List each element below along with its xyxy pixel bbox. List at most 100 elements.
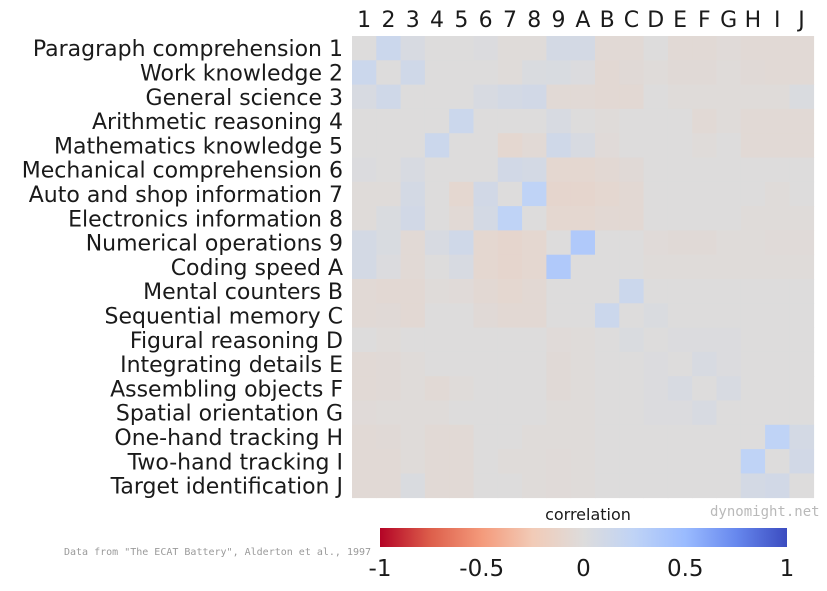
heatmap-cell-4-9 bbox=[546, 108, 572, 134]
heatmap-cell-6-B bbox=[595, 157, 620, 183]
heatmap-cell-3-E bbox=[667, 84, 693, 110]
heatmap-cell-6-I bbox=[765, 157, 790, 183]
row-label: Arithmetic reasoning 4 bbox=[92, 110, 343, 135]
heatmap-cell-C-6 bbox=[473, 303, 499, 328]
heatmap-cell-6-E bbox=[667, 157, 693, 183]
heatmap-cell-B-B bbox=[595, 279, 620, 304]
heatmap-cell-C-1 bbox=[352, 303, 377, 328]
heatmap-cell-D-H bbox=[740, 327, 766, 353]
heatmap-cell-E-C bbox=[619, 351, 644, 377]
heatmap-cell-J-C bbox=[619, 473, 644, 499]
heatmap-cell-7-8 bbox=[522, 181, 547, 207]
heatmap-cell-D-G bbox=[716, 327, 742, 353]
row-label: Sequential memory C bbox=[105, 304, 344, 329]
heatmap-cell-5-F bbox=[692, 133, 717, 158]
heatmap-cell-A-D bbox=[643, 254, 669, 280]
heatmap-cell-I-G bbox=[716, 449, 742, 474]
heatmap-cell-4-D bbox=[643, 108, 669, 134]
row-label: Electronics information 8 bbox=[68, 207, 343, 232]
column-label: 2 bbox=[381, 8, 395, 33]
colorbar-ticks: -1 -0.5 0 0.5 1 bbox=[369, 556, 795, 582]
heatmap-cell-H-H bbox=[740, 424, 766, 450]
column-label: 1 bbox=[357, 8, 371, 33]
heatmap-cell-3-7 bbox=[497, 84, 523, 110]
heatmap-cell-I-H bbox=[740, 449, 766, 474]
heatmap-cell-9-G bbox=[716, 230, 742, 256]
heatmap-cell-I-3 bbox=[400, 449, 426, 474]
heatmap-cell-8-5 bbox=[449, 206, 474, 231]
heatmap-cell-J-E bbox=[667, 473, 693, 499]
heatmap-cell-1-J bbox=[789, 36, 815, 61]
heatmap-cell-5-6 bbox=[473, 133, 499, 158]
heatmap-cell-5-E bbox=[667, 133, 693, 158]
row-label: Auto and shop information 7 bbox=[29, 183, 343, 208]
heatmap-cell-8-4 bbox=[424, 206, 450, 231]
heatmap-cell-E-G bbox=[716, 351, 742, 377]
heatmap-cell-7-E bbox=[667, 181, 693, 207]
colorbar-tick-label: -0.5 bbox=[459, 556, 504, 582]
heatmap-cell-B-6 bbox=[473, 279, 499, 304]
column-label: F bbox=[698, 8, 711, 33]
heatmap-cell-3-5 bbox=[449, 84, 474, 110]
source-note: Data from "The ECAT Battery", Alderton e… bbox=[64, 547, 371, 558]
heatmap-cell-E-3 bbox=[400, 351, 426, 377]
heatmap-cell-G-E bbox=[667, 400, 693, 426]
heatmap-cell-3-G bbox=[716, 84, 742, 110]
heatmap-cell-D-6 bbox=[473, 327, 499, 353]
column-label: G bbox=[720, 8, 737, 33]
heatmap-cell-A-E bbox=[667, 254, 693, 280]
heatmap-cell-5-1 bbox=[352, 133, 377, 158]
heatmap-cell-7-4 bbox=[424, 181, 450, 207]
heatmap-cell-H-B bbox=[595, 424, 620, 450]
heatmap-cell-H-6 bbox=[473, 424, 499, 450]
heatmap-cell-7-J bbox=[789, 181, 815, 207]
heatmap-cell-1-9 bbox=[546, 36, 572, 61]
heatmap-cell-J-8 bbox=[522, 473, 547, 499]
heatmap-cell-2-5 bbox=[449, 60, 474, 85]
heatmap-cell-H-F bbox=[692, 424, 717, 450]
heatmap-cell-6-J bbox=[789, 157, 815, 183]
heatmap-cell-6-C bbox=[619, 157, 644, 183]
heatmap-cell-A-5 bbox=[449, 254, 474, 280]
row-label: One-hand tracking H bbox=[114, 426, 343, 451]
heatmap-cell-F-9 bbox=[546, 376, 572, 401]
column-label: 6 bbox=[479, 8, 493, 33]
heatmap-cell-B-C bbox=[619, 279, 644, 304]
heatmap-cell-7-7 bbox=[497, 181, 523, 207]
heatmap-cell-2-4 bbox=[424, 60, 450, 85]
heatmap-cell-8-H bbox=[740, 206, 766, 231]
heatmap-cell-I-F bbox=[692, 449, 717, 474]
heatmap-cell-7-F bbox=[692, 181, 717, 207]
heatmap-cell-1-8 bbox=[522, 36, 547, 61]
heatmap-cell-2-I bbox=[765, 60, 790, 85]
heatmap-cell-E-9 bbox=[546, 351, 572, 377]
heatmap-cell-D-7 bbox=[497, 327, 523, 353]
heatmap-cell-F-E bbox=[667, 376, 693, 401]
heatmap-cell-D-1 bbox=[352, 327, 377, 353]
heatmap-cell-H-C bbox=[619, 424, 644, 450]
heatmap-cell-J-B bbox=[595, 473, 620, 499]
heatmap-cell-9-I bbox=[765, 230, 790, 256]
heatmap-cell-D-B bbox=[595, 327, 620, 353]
heatmap-cell-E-F bbox=[692, 351, 717, 377]
heatmap-cell-I-I bbox=[765, 449, 790, 474]
heatmap-cell-1-I bbox=[765, 36, 790, 61]
column-label: B bbox=[600, 8, 615, 33]
heatmap-cell-D-4 bbox=[424, 327, 450, 353]
watermark-background bbox=[700, 500, 824, 522]
heatmap-cell-H-J bbox=[789, 424, 815, 450]
heatmap-cell-J-4 bbox=[424, 473, 450, 499]
heatmap-cell-I-6 bbox=[473, 449, 499, 474]
column-label: I bbox=[774, 8, 781, 33]
heatmap-cell-E-A bbox=[570, 351, 596, 377]
heatmap-cell-H-2 bbox=[376, 424, 401, 450]
heatmap-cell-G-I bbox=[765, 400, 790, 426]
heatmap-cell-A-4 bbox=[424, 254, 450, 280]
heatmap-cell-C-H bbox=[740, 303, 766, 328]
heatmap-cell-5-5 bbox=[449, 133, 474, 158]
heatmap-cell-1-4 bbox=[424, 36, 450, 61]
heatmap-cell-6-6 bbox=[473, 157, 499, 183]
heatmap-cell-I-7 bbox=[497, 449, 523, 474]
heatmap-cell-9-2 bbox=[376, 230, 401, 256]
